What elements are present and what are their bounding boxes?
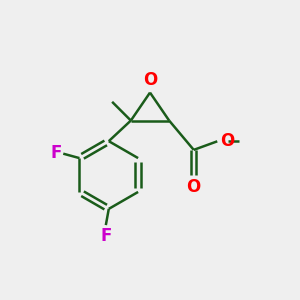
- Text: O: O: [143, 71, 157, 89]
- Text: O: O: [220, 132, 235, 150]
- Text: O: O: [187, 178, 201, 196]
- Text: F: F: [50, 144, 62, 162]
- Text: F: F: [100, 227, 112, 245]
